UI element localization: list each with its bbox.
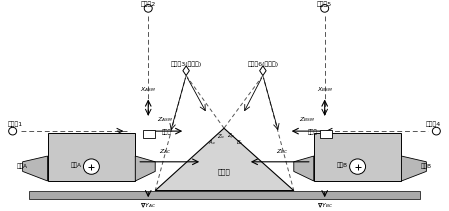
Bar bbox=[143, 130, 155, 138]
Text: 经纬仪2: 经纬仪2 bbox=[141, 2, 156, 7]
Text: $A_c$: $A_c$ bbox=[208, 138, 216, 147]
Circle shape bbox=[84, 159, 99, 174]
Text: 经纬仪3(全站仪): 经纬仪3(全站仪) bbox=[171, 61, 202, 67]
Polygon shape bbox=[135, 156, 155, 181]
Bar bbox=[314, 133, 401, 181]
Text: 基准镜: 基准镜 bbox=[162, 129, 172, 135]
Text: 主点B: 主点B bbox=[337, 163, 348, 168]
Text: $Z_{BC}$: $Z_{BC}$ bbox=[276, 147, 288, 156]
Text: $\mathbf{\nabla}Y_{AC}$: $\mathbf{\nabla}Y_{AC}$ bbox=[140, 201, 156, 210]
Text: 相机B: 相机B bbox=[421, 164, 432, 169]
Text: $Z_{ic}$: $Z_{ic}$ bbox=[216, 133, 225, 141]
Text: $Z_{jc}$: $Z_{jc}$ bbox=[227, 132, 235, 142]
Text: 经纬仪4: 经纬仪4 bbox=[426, 122, 441, 127]
Circle shape bbox=[144, 4, 152, 12]
Text: $Z_{BSM}$: $Z_{BSM}$ bbox=[299, 115, 315, 124]
Polygon shape bbox=[155, 128, 294, 191]
Text: 相机A: 相机A bbox=[17, 164, 28, 169]
Text: $X_{ASM}$: $X_{ASM}$ bbox=[140, 85, 156, 94]
Text: 反射镜: 反射镜 bbox=[218, 168, 230, 175]
Polygon shape bbox=[183, 66, 189, 76]
Polygon shape bbox=[294, 156, 314, 181]
Text: 经纬仪5: 经纬仪5 bbox=[317, 2, 332, 7]
Polygon shape bbox=[401, 156, 427, 181]
Text: $B_c$: $B_c$ bbox=[236, 138, 244, 147]
Text: $X_{BSM}$: $X_{BSM}$ bbox=[317, 85, 333, 94]
Text: $Z_{AC}$: $Z_{AC}$ bbox=[159, 147, 172, 156]
Text: 经纬仪1: 经纬仪1 bbox=[8, 122, 23, 127]
Text: 经纬仪6(全站仪): 经纬仪6(全站仪) bbox=[247, 61, 278, 67]
Text: 基准镜: 基准镜 bbox=[308, 129, 318, 135]
Circle shape bbox=[432, 127, 440, 135]
Polygon shape bbox=[22, 156, 48, 181]
Text: $Z_{ASM}$: $Z_{ASM}$ bbox=[157, 115, 173, 124]
Text: $\mathbf{\nabla}Y_{BC}$: $\mathbf{\nabla}Y_{BC}$ bbox=[317, 201, 333, 210]
Bar bbox=[48, 133, 135, 181]
Text: 主点A: 主点A bbox=[71, 163, 82, 168]
Circle shape bbox=[321, 4, 329, 12]
Bar bbox=[29, 191, 420, 199]
Bar bbox=[320, 130, 332, 138]
Circle shape bbox=[350, 159, 365, 174]
Polygon shape bbox=[260, 66, 266, 76]
Circle shape bbox=[9, 127, 17, 135]
